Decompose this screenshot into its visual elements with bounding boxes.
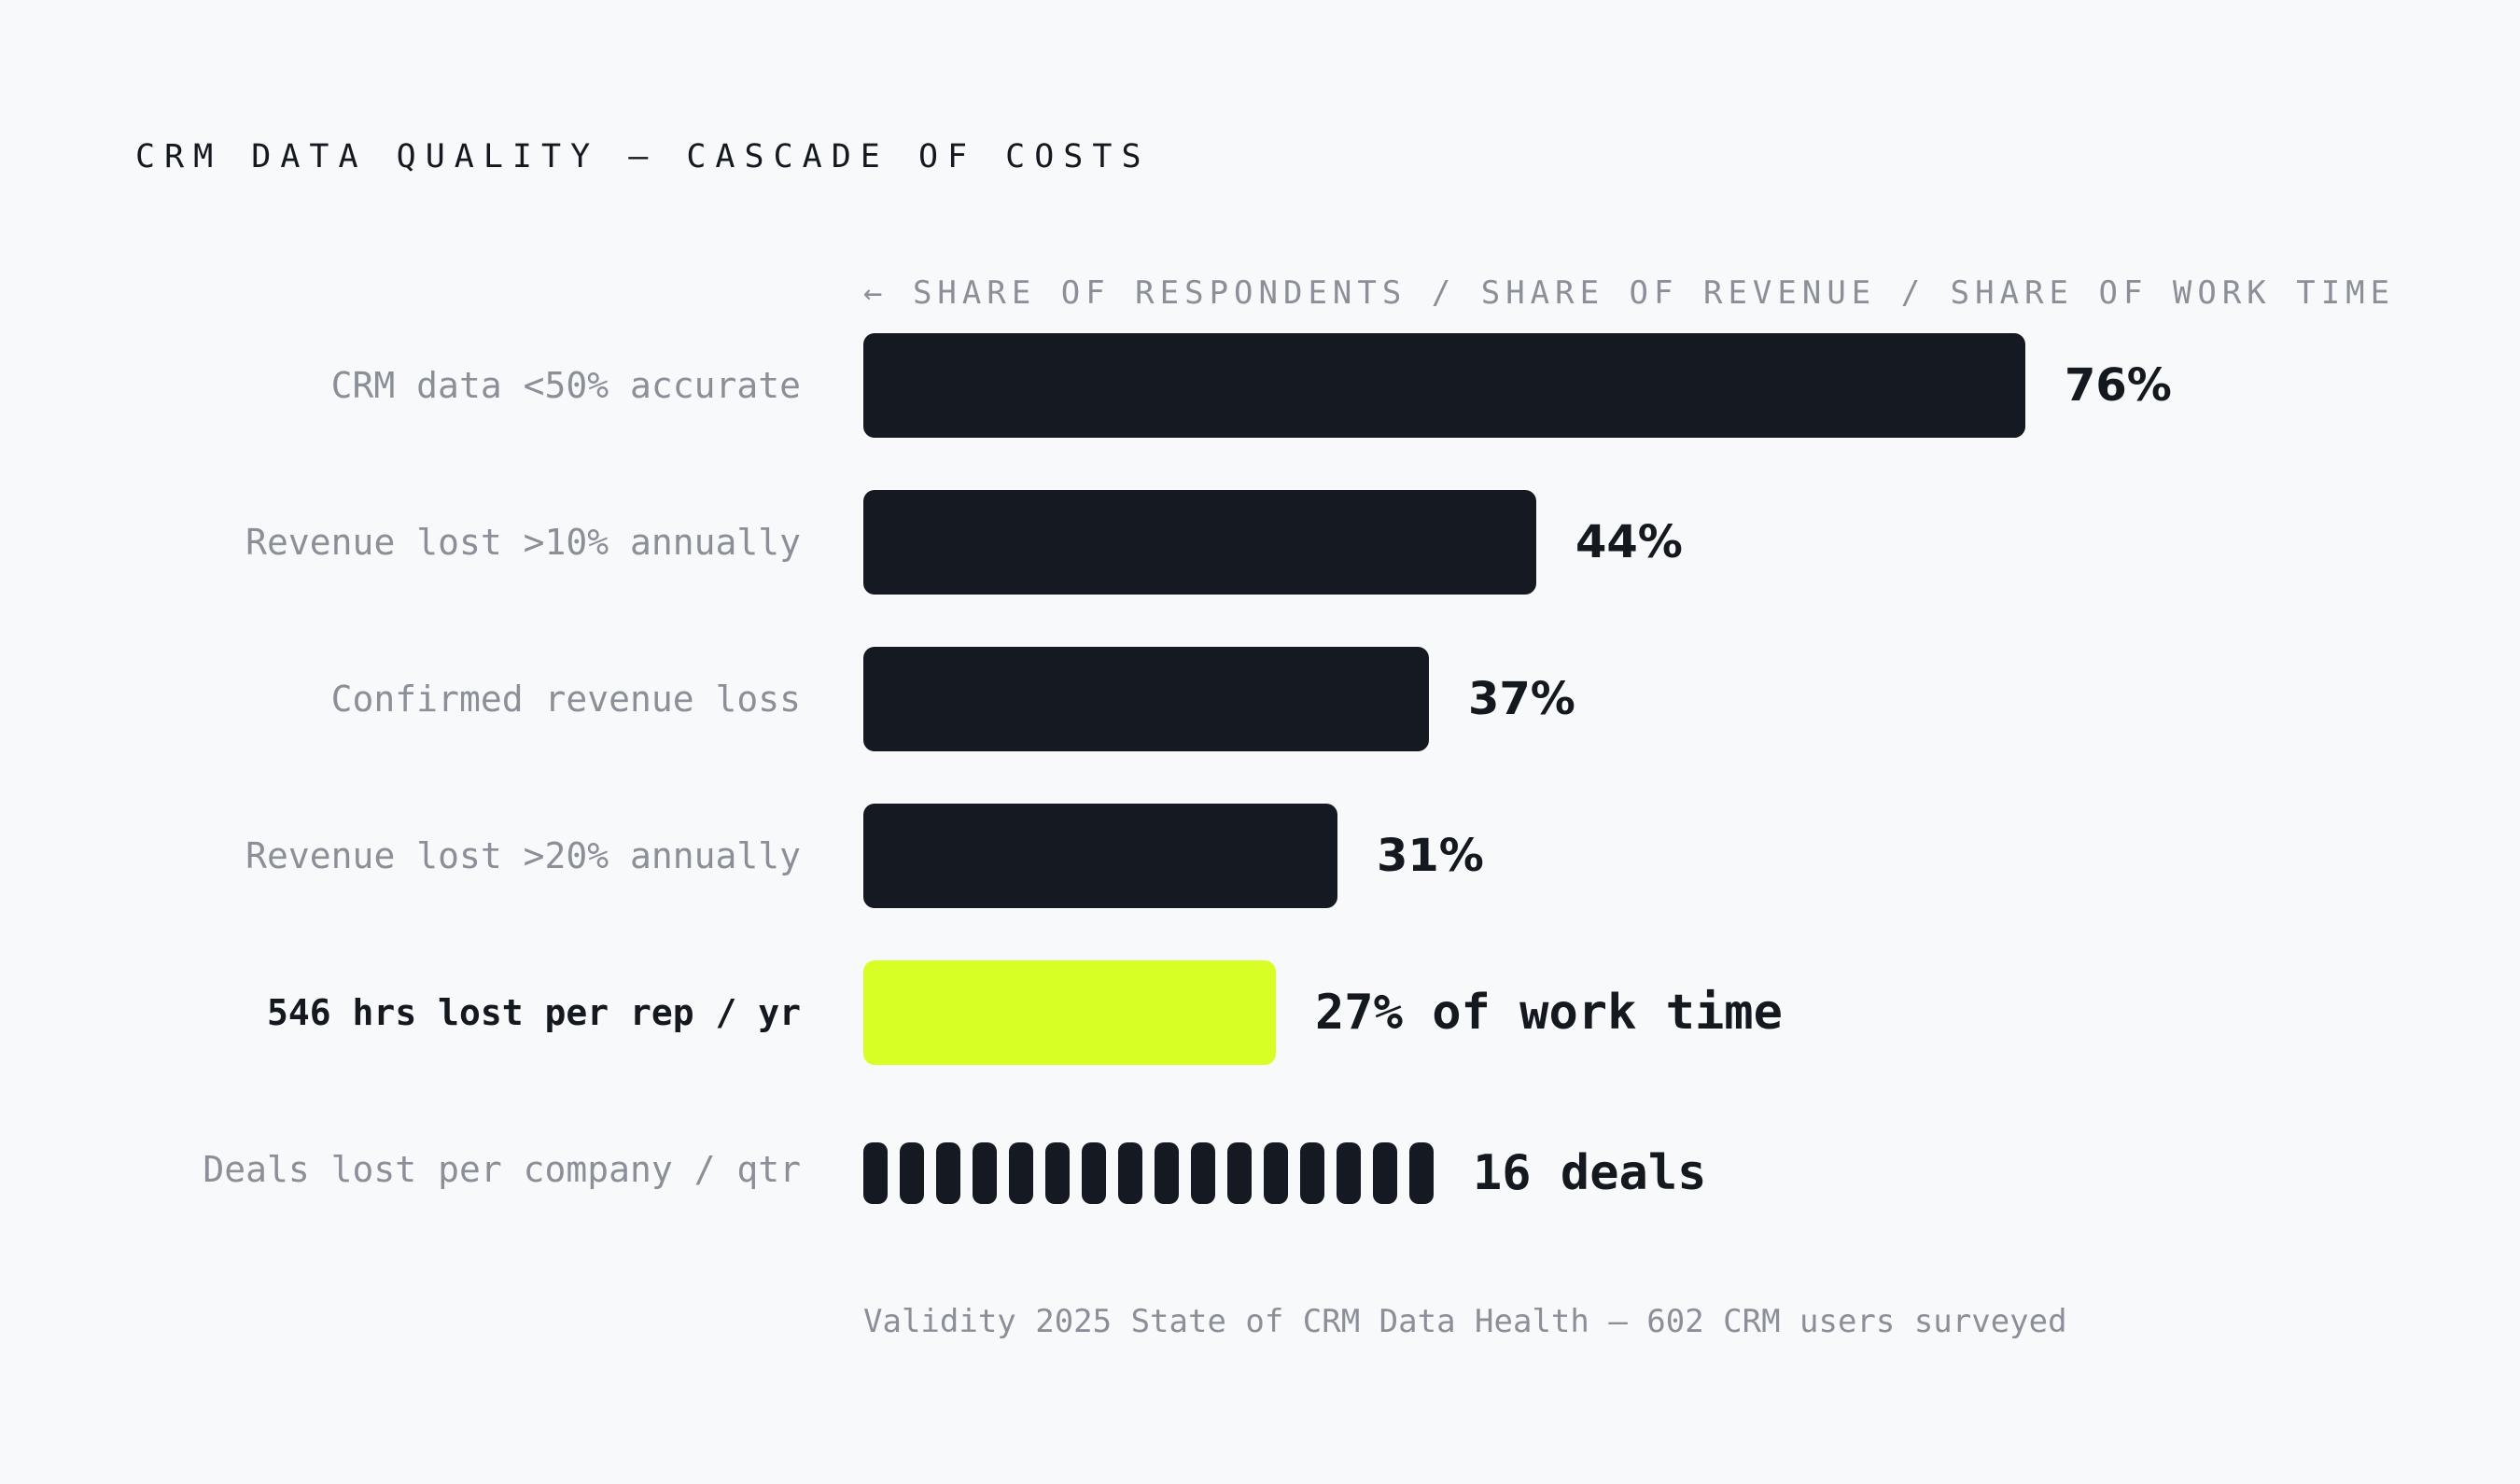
deal-pill [973,1142,997,1204]
deal-pill [936,1142,960,1204]
source-note: Validity 2025 State of CRM Data Health —… [863,1303,2067,1340]
deal-pill [1118,1142,1142,1204]
deal-pill [1155,1142,1179,1204]
bar [863,647,1429,751]
deal-pill [900,1142,924,1204]
bar [863,333,2025,438]
value-label: 76% [2065,359,2172,412]
deal-pill [1082,1142,1106,1204]
row-label: Deals lost per company / qtr [203,1149,801,1190]
row-label: Confirmed revenue loss [330,679,801,720]
deal-pill [863,1142,888,1204]
chart-title: CRM DATA QUALITY — CASCADE OF COSTS [135,138,1151,175]
deal-pill [1337,1142,1361,1204]
value-label: 16 deals [1473,1145,1707,1201]
deal-pill [1045,1142,1070,1204]
value-label: 37% [1468,673,1575,725]
row-label: CRM data <50% accurate [330,365,801,406]
deal-pill [1264,1142,1288,1204]
row-label: 546 hrs lost per rep / yr [267,992,801,1033]
value-label: 31% [1377,830,1484,882]
axis-note: ← SHARE OF RESPONDENTS / SHARE OF REVENU… [863,274,2396,312]
deal-pill [1300,1142,1324,1204]
deal-pill [1191,1142,1215,1204]
deal-pill [1373,1142,1397,1204]
row-label: Revenue lost >10% annually [245,522,801,563]
deal-pill [1409,1142,1434,1204]
highlight-bar [863,960,1276,1065]
row-label: Revenue lost >20% annually [245,835,801,876]
deal-pill [1009,1142,1033,1204]
value-label: 44% [1575,516,1683,568]
bar [863,804,1337,908]
bar [863,490,1536,595]
value-label: 27% of work time [1315,985,1783,1041]
deal-pill [1227,1142,1252,1204]
